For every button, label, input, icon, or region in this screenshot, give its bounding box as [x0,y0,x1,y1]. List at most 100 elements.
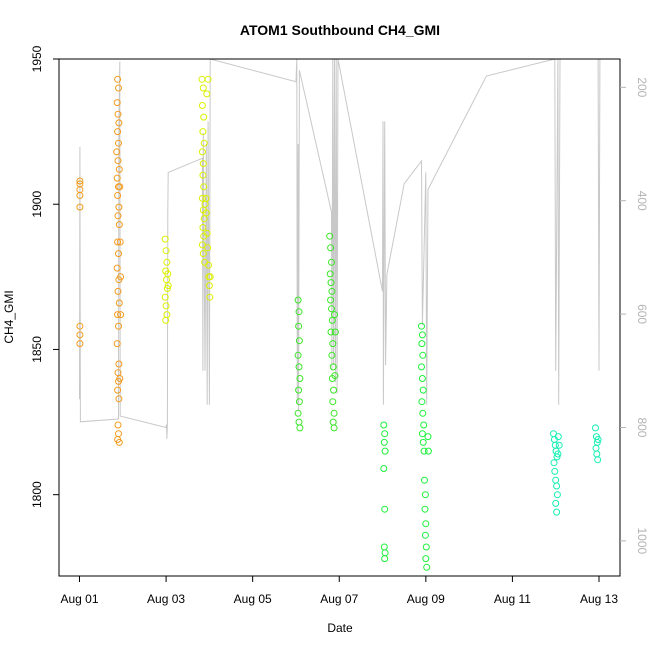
data-point [295,418,303,426]
y-axis-label: CH4_GMI [2,290,16,343]
data-point [295,386,303,394]
data-point [200,183,208,191]
x-tick-label: Aug 05 [234,592,272,606]
data-point [206,293,214,301]
data-point [381,505,389,513]
data-point [162,302,170,310]
data-point [161,293,169,301]
data-point [115,221,123,229]
data-point [296,424,304,432]
data-point [113,174,121,182]
x-tick-label: Aug 07 [320,592,358,606]
data-point [203,229,211,237]
data-point [117,273,125,281]
data-point [329,418,337,426]
x-axis-label: Date [327,621,353,635]
data-point [163,311,171,319]
data-point [199,171,207,179]
data-point [328,351,336,359]
data-point [163,258,171,266]
data-point [328,287,336,295]
altitude-tick-label: 200 [635,77,649,97]
altitude-line [79,58,601,439]
data-point [418,340,426,348]
data-point [330,424,338,432]
data-point [114,192,122,199]
data-point [200,113,208,121]
data-point [115,360,123,368]
data-point [418,375,426,382]
data-point [114,238,122,246]
data-point [115,299,123,307]
data-point [76,340,84,348]
data-point [116,238,124,246]
data-point [418,331,426,339]
data-point [114,311,122,319]
data-point [163,285,171,292]
y-tick-label: 1900 [30,191,44,218]
data-point [206,273,214,281]
data-point [380,438,388,446]
data-point [329,398,337,406]
data-point [553,491,561,499]
data-point [198,75,206,83]
data-point [551,467,559,475]
data-point [326,232,334,240]
data-point [114,110,122,118]
data-point [295,308,303,316]
data-point [199,160,207,168]
data-point [199,84,207,92]
data-point [421,476,428,484]
data-point [76,203,84,211]
data-point [296,375,304,382]
data-point [200,139,208,147]
data-point [329,340,337,348]
data-point [554,450,562,458]
data-point [331,311,338,319]
altitude-tick-label: 800 [635,417,649,437]
data-point [113,340,121,348]
data-point [114,421,122,429]
plot-frame [58,58,621,577]
data-point [295,363,303,371]
series-1 [161,75,214,324]
data-point [327,296,335,304]
data-point [116,183,124,191]
data-point [421,491,429,499]
data-point [113,264,121,272]
data-point [114,212,122,220]
data-point [294,409,302,417]
data-point [115,203,123,211]
data-point [423,563,431,571]
data-point [205,282,213,290]
data-point [199,128,207,136]
data-point [114,128,122,136]
data-point [381,555,389,563]
data-point [327,328,335,336]
data-point [113,99,121,107]
data-point [422,543,430,551]
y-axis: 1800 1850 1900 1950 [30,45,59,508]
data-point [116,375,124,382]
x-tick-label: Aug 11 [494,592,531,606]
data-point [115,119,123,127]
data-point [421,531,429,539]
data-point [113,148,121,156]
data-point [424,447,432,455]
data-point [418,363,425,371]
data-point [76,180,84,188]
altitude-line-layer [79,58,601,439]
data-point [115,395,123,403]
data-point [422,555,430,563]
data-point [328,305,335,313]
data-point [295,337,303,345]
data-point [115,250,122,258]
data-point [555,441,563,449]
data-point [593,450,601,458]
data-point [294,296,302,304]
data-point [381,447,389,455]
data-point [115,438,123,446]
data-point [380,543,388,551]
data-point [331,372,339,380]
